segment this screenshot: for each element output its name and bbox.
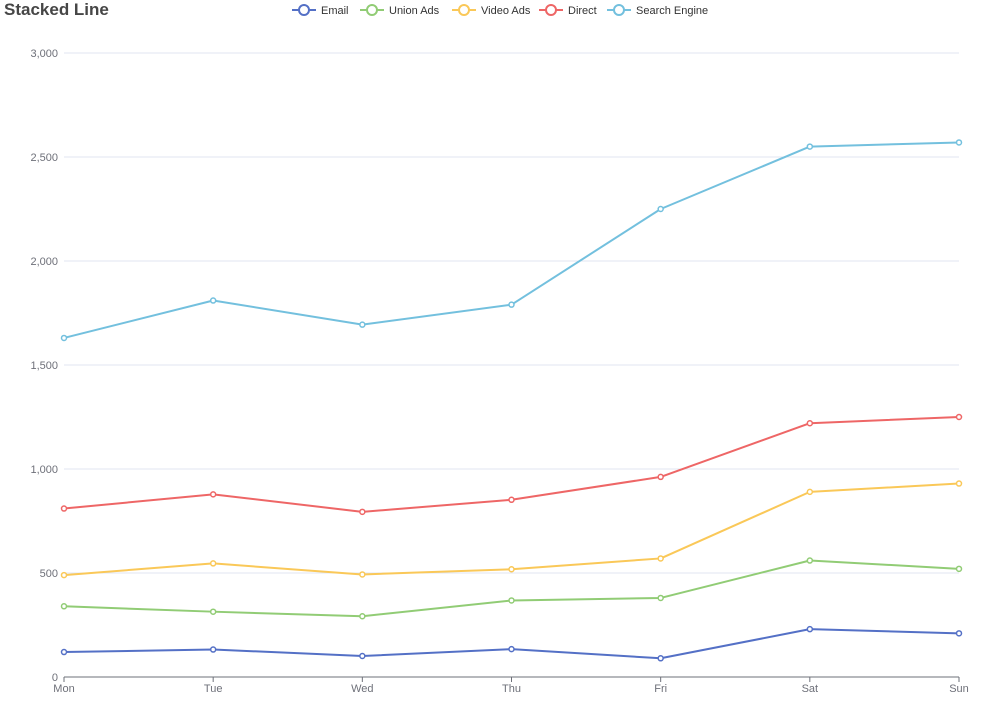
legend-label: Union Ads (389, 5, 440, 17)
data-point[interactable] (657, 555, 664, 562)
legend-label: Video Ads (481, 5, 531, 17)
legend-item-direct[interactable]: Direct (539, 4, 597, 17)
y-axis: 0 500 1,000 1,500 2,000 2,500 3,000 (30, 48, 58, 684)
data-point[interactable] (60, 648, 68, 656)
x-tick-label: Wed (351, 683, 373, 695)
legend-circle-marker (298, 4, 310, 16)
data-point[interactable] (508, 645, 515, 653)
x-tick-label: Tue (204, 683, 223, 695)
data-point[interactable] (359, 613, 366, 620)
y-tick-label: 1,500 (30, 360, 58, 372)
data-point[interactable] (508, 301, 515, 308)
x-tick-label: Sun (949, 683, 969, 695)
x-tick-label: Mon (53, 683, 74, 695)
x-tick-label: Thu (502, 683, 521, 695)
y-tick-label: 2,000 (30, 256, 58, 268)
series-line-search-engine[interactable] (63, 141, 960, 339)
legend-item-email[interactable]: Email (292, 4, 349, 17)
legend-item-video-ads[interactable]: Video Ads (452, 4, 531, 17)
data-point[interactable] (60, 571, 68, 579)
data-point[interactable] (955, 480, 963, 487)
data-point[interactable] (955, 139, 963, 146)
legend-circle-marker (613, 4, 625, 16)
data-point[interactable] (955, 413, 963, 421)
x-axis: Mon Tue Wed Thu Fri Sat Sun (53, 676, 969, 695)
data-point[interactable] (508, 597, 515, 604)
data-point[interactable] (657, 655, 664, 662)
data-point[interactable] (806, 143, 814, 150)
data-point[interactable] (806, 419, 814, 427)
data-point[interactable] (955, 630, 963, 637)
data-point[interactable] (209, 608, 217, 615)
series-group (60, 139, 963, 662)
grid-lines (64, 52, 959, 574)
legend-item-union-ads[interactable]: Union Ads (360, 4, 440, 17)
legend-circle-marker (545, 4, 557, 16)
chart-title: Stacked Line (4, 0, 109, 19)
data-point[interactable] (359, 321, 366, 328)
legend-label: Search Engine (636, 5, 708, 17)
data-point[interactable] (60, 603, 68, 610)
y-tick-label: 500 (40, 568, 58, 580)
y-tick-label: 0 (52, 672, 58, 684)
data-point[interactable] (806, 557, 814, 564)
legend: Email Union Ads Video Ads Direct Search Engi… (292, 4, 708, 17)
data-point[interactable] (806, 488, 814, 496)
data-point[interactable] (60, 505, 68, 512)
data-point[interactable] (60, 334, 68, 342)
legend-circle-marker (458, 4, 470, 16)
series-line-email[interactable] (63, 628, 960, 660)
data-point[interactable] (209, 297, 217, 304)
data-point[interactable] (209, 491, 217, 498)
y-tick-label: 3,000 (30, 48, 58, 60)
data-point[interactable] (657, 205, 664, 213)
data-point[interactable] (657, 594, 664, 602)
y-tick-label: 2,500 (30, 152, 58, 164)
legend-item-search-engine[interactable]: Search Engine (607, 4, 708, 17)
data-point[interactable] (359, 508, 366, 516)
data-point[interactable] (657, 473, 664, 481)
legend-label: Email (321, 5, 349, 17)
data-point[interactable] (508, 566, 515, 573)
data-point[interactable] (806, 625, 814, 633)
data-point[interactable] (209, 646, 217, 653)
x-tick-label: Sat (802, 683, 819, 695)
legend-label: Direct (568, 5, 597, 17)
data-point[interactable] (359, 571, 366, 578)
data-point[interactable] (508, 496, 515, 504)
legend-circle-marker (366, 4, 378, 16)
data-point[interactable] (359, 652, 366, 660)
y-tick-label: 1,000 (30, 464, 58, 476)
data-point[interactable] (955, 565, 963, 573)
data-point[interactable] (209, 560, 217, 567)
x-tick-label: Fri (654, 683, 667, 695)
